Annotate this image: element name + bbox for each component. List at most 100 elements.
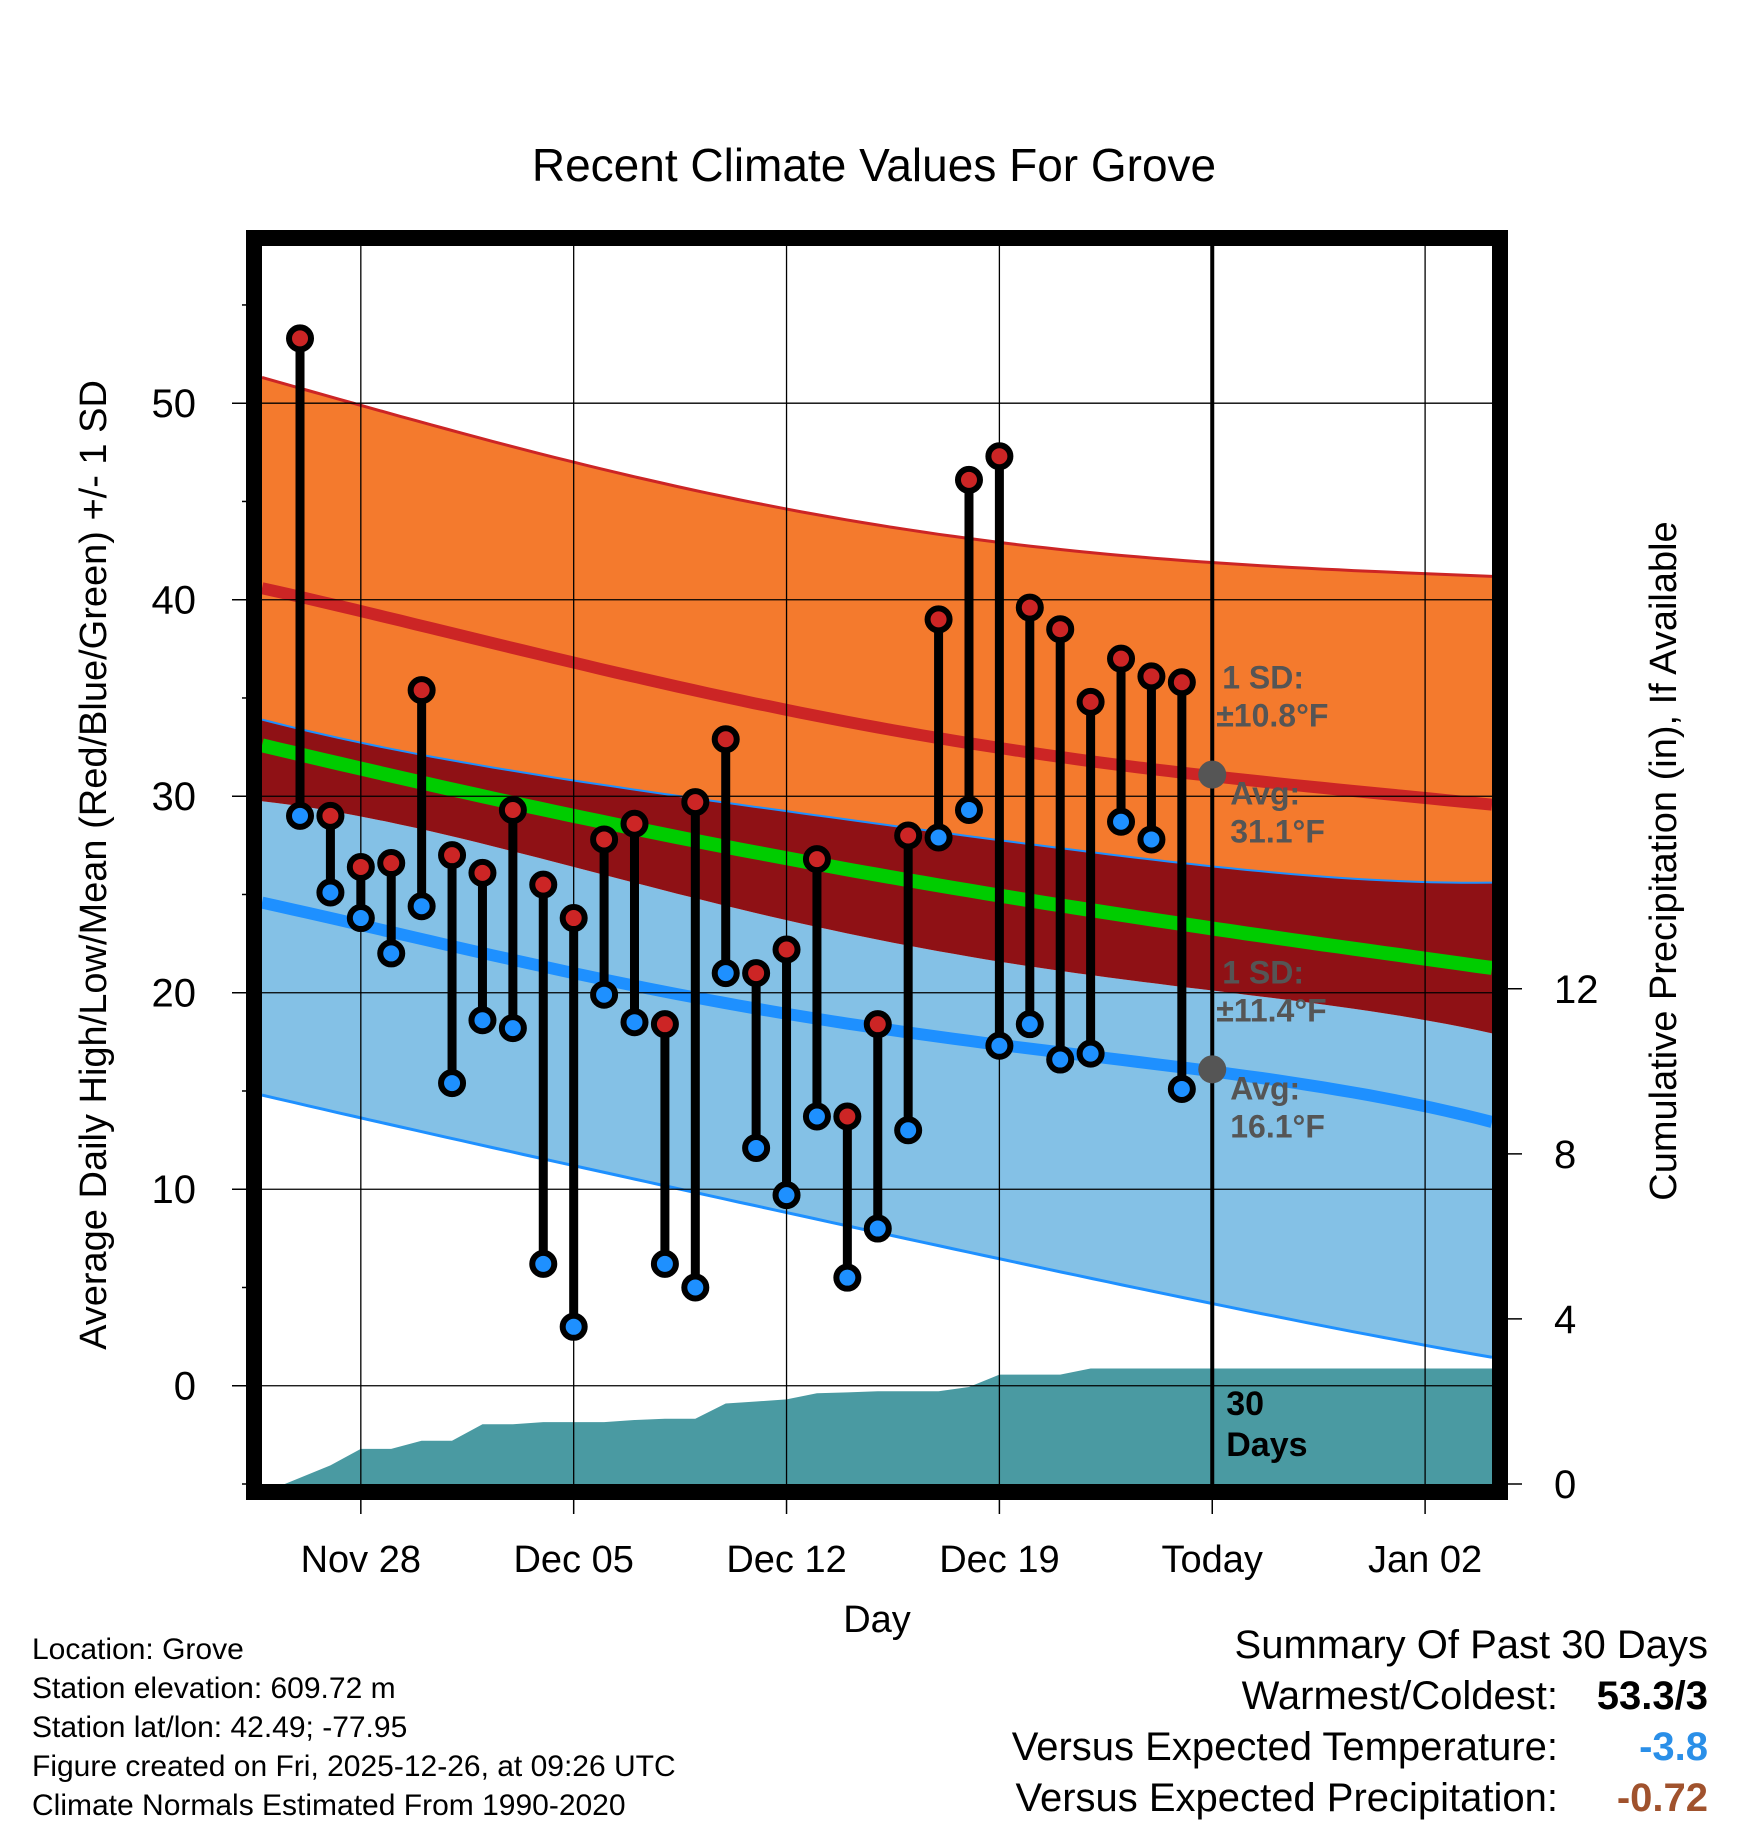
daily-low-point <box>1076 1039 1105 1068</box>
warm-cold-label: Warmest/Coldest: <box>1241 1674 1558 1718</box>
daily-high-point <box>954 465 983 494</box>
y-tick-label: 40 <box>152 579 197 623</box>
low-sd-value: ±11.4°F <box>1216 992 1326 1028</box>
daily-low-point <box>1015 1010 1044 1039</box>
high-avg-label: Avg: <box>1230 776 1300 812</box>
y-tick-label: 10 <box>152 1168 197 1212</box>
daily-high-point <box>863 1010 892 1039</box>
x-tick-label: Nov 28 <box>301 1539 421 1581</box>
summary-row-precip: Versus Expected Precipitation: -0.72 <box>1012 1773 1708 1824</box>
y2-tick-label: 0 <box>1554 1463 1576 1507</box>
daily-low-point <box>924 823 953 852</box>
y-axis-title: Average Daily High/Low/Mean (Red/Blue/Gr… <box>73 380 115 1350</box>
daily-low-point <box>529 1249 558 1278</box>
daily-low-point <box>833 1263 862 1292</box>
y-tick-label: 30 <box>152 775 197 819</box>
daily-high-point <box>985 442 1014 471</box>
daily-low-point <box>498 1014 527 1043</box>
daily-low-point <box>1046 1045 1075 1074</box>
daily-low-point <box>590 980 619 1009</box>
summary-row-warm-cold: Warmest/Coldest: 53.3/3 <box>1012 1671 1708 1722</box>
y2-tick-label: 8 <box>1554 1133 1576 1177</box>
daily-low-point <box>1107 807 1136 836</box>
daily-low-point <box>772 1181 801 1210</box>
temp-label: Versus Expected Temperature: <box>1011 1725 1558 1769</box>
daily-low-point <box>650 1249 679 1278</box>
info-location: Location: Grove <box>32 1633 244 1666</box>
mean-line <box>262 738 1492 975</box>
daily-high-point <box>316 801 345 830</box>
x-tick-label: Dec 12 <box>726 1539 846 1581</box>
daily-low-point <box>681 1273 710 1302</box>
x-tick-label: Dec 19 <box>939 1539 1059 1581</box>
daily-high-point <box>650 1010 679 1039</box>
daily-high-point <box>468 858 497 887</box>
x-tick-label: Dec 05 <box>513 1539 633 1581</box>
high-avg-dot <box>1198 760 1227 789</box>
warm-cold-value: 53.3/3 <box>1596 1674 1708 1718</box>
low-avg-value: 16.1°F <box>1230 1108 1325 1144</box>
precip-label: Versus Expected Precipitation: <box>1015 1776 1558 1820</box>
chart-title: Recent Climate Values For Grove <box>531 139 1217 191</box>
y2-axis-title: Cumulative Precipitation (in), If Availa… <box>1643 521 1685 1200</box>
daily-low-point <box>863 1214 892 1243</box>
daily-high-point <box>802 845 831 874</box>
daily-high-point <box>377 849 406 878</box>
daily-low-point <box>316 878 345 907</box>
daily-low-point <box>954 795 983 824</box>
plot-area <box>262 246 1492 1484</box>
daily-low-point <box>438 1069 467 1098</box>
daily-low-point <box>802 1102 831 1131</box>
plot-frame <box>246 230 1508 1500</box>
daily-high-point <box>1107 644 1136 673</box>
temp-value: -3.8 <box>1639 1725 1708 1769</box>
info-latlon: Station lat/lon: 42.49; -77.95 <box>32 1711 408 1744</box>
daily-high-point <box>438 841 467 870</box>
high-mean-line <box>262 582 1492 811</box>
high-sd-value: ±10.8°F <box>1216 698 1328 734</box>
y-tick-label: 20 <box>152 972 197 1016</box>
x-tick-label: Jan 02 <box>1368 1539 1482 1581</box>
info-elevation: Station elevation: 609.72 m <box>32 1672 396 1705</box>
daily-high-point <box>1137 662 1166 691</box>
daily-high-point <box>681 788 710 817</box>
summary-panel: Summary Of Past 30 Days Warmest/Coldest:… <box>1012 1620 1708 1824</box>
low-avg-label: Avg: <box>1230 1070 1300 1106</box>
daily-high-point <box>711 725 740 754</box>
info-normals: Climate Normals Estimated From 1990-2020 <box>32 1789 626 1822</box>
precip-area <box>284 1368 1492 1484</box>
daily-high-point <box>620 809 649 838</box>
daily-low-point <box>742 1133 771 1162</box>
info-created: Figure created on Fri, 2025-12-26, at 09… <box>32 1750 676 1783</box>
daily-low-point <box>346 904 375 933</box>
daily-high-point <box>1046 615 1075 644</box>
daily-high-point <box>924 605 953 634</box>
daily-low-point <box>1167 1075 1196 1104</box>
daily-high-point <box>833 1102 862 1131</box>
daily-high-point <box>286 324 315 353</box>
summary-row-temp: Versus Expected Temperature: -3.8 <box>1012 1722 1708 1773</box>
daily-high-point <box>742 959 771 988</box>
daily-low-point <box>286 801 315 830</box>
daily-high-point <box>529 870 558 899</box>
y2-tick-label: 4 <box>1554 1298 1576 1342</box>
precip-value: -0.72 <box>1616 1776 1708 1820</box>
daily-high-point <box>590 825 619 854</box>
x-tick-label: Today <box>1162 1539 1263 1581</box>
daily-low-point <box>711 959 740 988</box>
daily-low-point <box>985 1031 1014 1060</box>
daily-low-point <box>468 1006 497 1035</box>
summary-title: Summary Of Past 30 Days <box>1234 1623 1708 1667</box>
daily-high-point <box>1076 687 1105 716</box>
high-upper-line <box>262 376 1492 578</box>
x-axis-title: Day <box>843 1599 911 1641</box>
y-tick-label: 50 <box>152 382 197 426</box>
daily-high-point <box>894 821 923 850</box>
low-sd-label: 1 SD: <box>1222 954 1304 990</box>
daily-low-point <box>1137 825 1166 854</box>
y-tick-label: 0 <box>174 1365 196 1409</box>
high-sd-label: 1 SD: <box>1222 660 1304 696</box>
station-info: Location: Grove Station elevation: 609.7… <box>32 1630 676 1825</box>
